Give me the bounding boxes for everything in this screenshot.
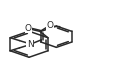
Text: N: N: [27, 40, 34, 49]
Text: O: O: [47, 21, 54, 30]
Text: O: O: [25, 24, 32, 33]
